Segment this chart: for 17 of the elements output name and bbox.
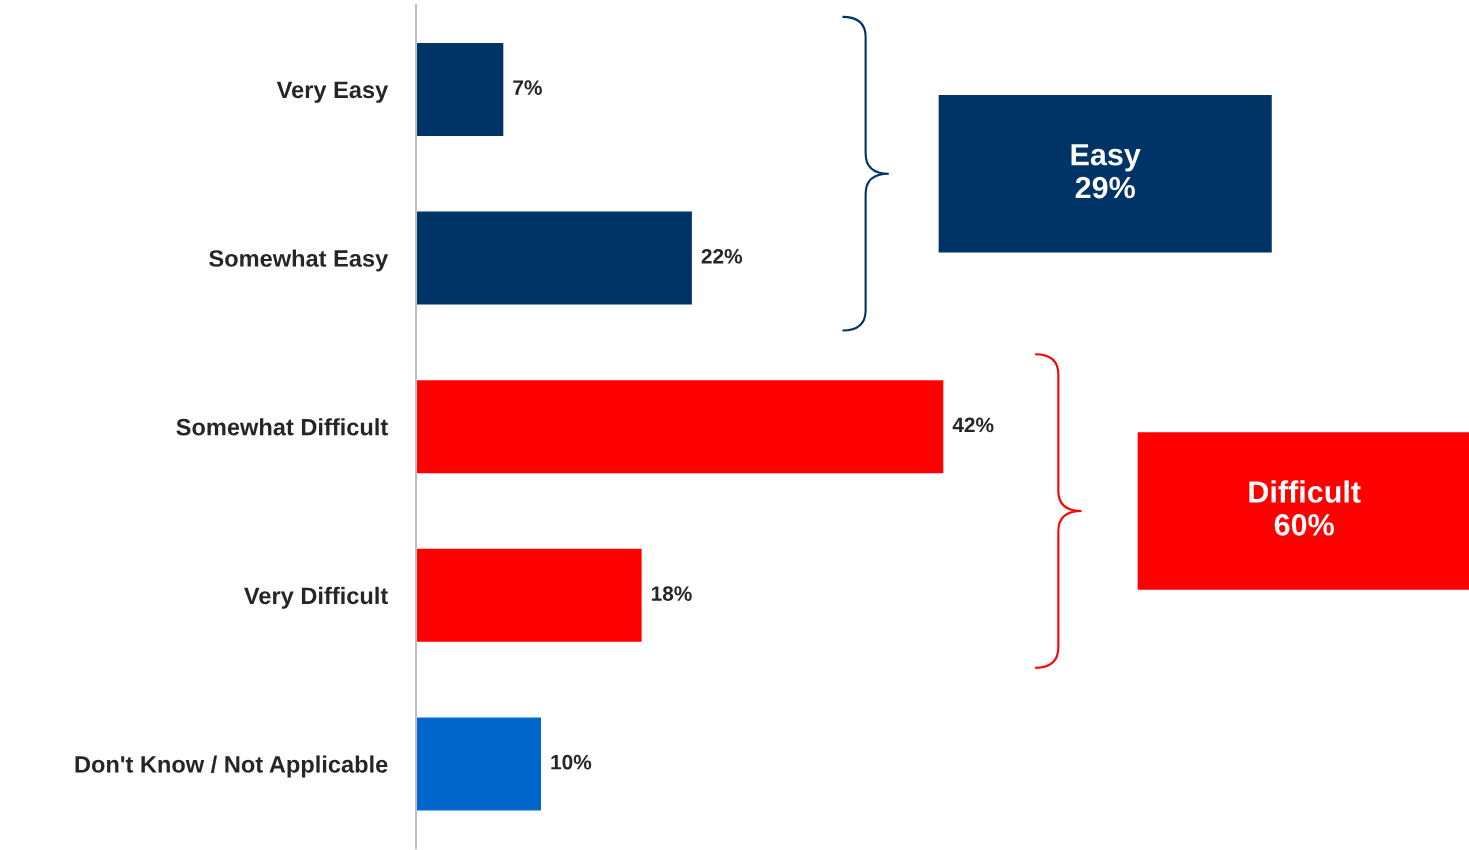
data-label: 42% [952,417,994,433]
y-tick-label: Somewhat Difficult [176,418,388,436]
y-tick-label: Somewhat Easy [209,249,389,272]
data-label: 10% [551,754,592,770]
y-tick-label: Very Easy [276,81,389,103]
data-label: 18% [651,586,692,601]
data-label: 22% [701,248,743,264]
text: Easy 29% [1071,144,1141,199]
bar [416,547,643,644]
bar [416,716,543,812]
bar [416,378,945,475]
y-tick-label: Very Difficult [244,586,388,609]
bar [416,41,505,138]
text: Difficult 60% [1249,480,1361,536]
y-tick-label: Don't Know / Not Applicable [75,755,388,778]
data-label: 7% [513,80,542,95]
bar [416,210,694,306]
